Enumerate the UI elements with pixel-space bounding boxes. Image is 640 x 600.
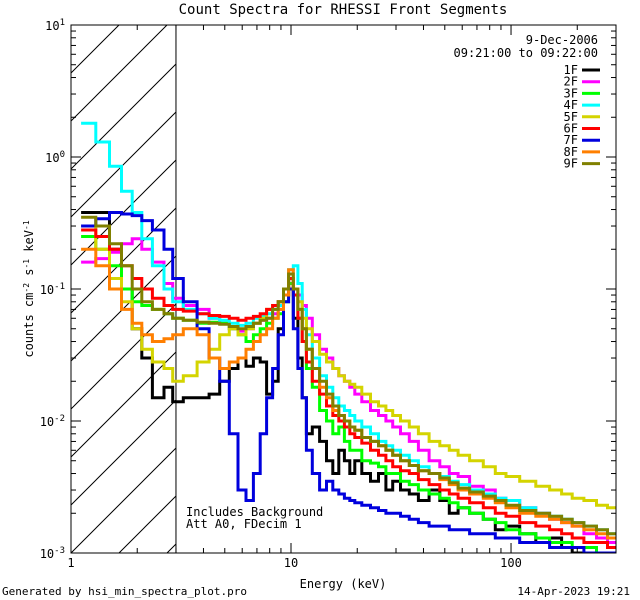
- y-axis: 10-3 10-2 10-1 100 101: [40, 18, 616, 561]
- legend-time-range: 09:21:00 to 09:22:00: [454, 46, 599, 60]
- legend-label-8F: 8F: [564, 145, 578, 159]
- y-tick-label: 101: [45, 18, 65, 33]
- legend-label-1F: 1F: [564, 63, 578, 77]
- x-axis: 1 10 100: [67, 25, 617, 570]
- legend-label-4F: 4F: [564, 98, 578, 112]
- annotation-background: Includes Background: [186, 505, 323, 519]
- x-tick-label: 100: [500, 556, 522, 570]
- series-5F-line: [81, 224, 616, 510]
- y-tick-label: 10-2: [40, 414, 65, 429]
- legend-label-5F: 5F: [564, 110, 578, 124]
- series-9F-line: [81, 215, 616, 536]
- footer-timestamp: 14-Apr-2023 19:21: [517, 585, 630, 598]
- legend-label-6F: 6F: [564, 122, 578, 136]
- legend-label-7F: 7F: [564, 133, 578, 147]
- y-tick-label: 100: [45, 150, 65, 165]
- legend-label-9F: 9F: [564, 157, 578, 171]
- annotation-attenuator: Att A0, FDecim 1: [186, 517, 302, 531]
- series-group: [81, 121, 616, 553]
- chart-title: Count Spectra for RHESSI Front Segments: [179, 2, 508, 18]
- x-axis-label: Energy (keV): [300, 577, 387, 591]
- y-tick-label: 10-3: [40, 546, 65, 561]
- y-axis-label: counts cm-2 s-1 keV-1: [22, 220, 37, 357]
- series-7F-line: [81, 211, 616, 553]
- legend: 9-Dec-2006 09:21:00 to 09:22:00 1F2F3F4F…: [454, 33, 600, 171]
- x-tick-label: 10: [284, 556, 298, 570]
- legend-date: 9-Dec-2006: [526, 33, 598, 47]
- y-tick-label: 10-1: [40, 282, 65, 297]
- x-tick-label: 1: [67, 556, 74, 570]
- legend-label-2F: 2F: [564, 75, 578, 89]
- legend-label-3F: 3F: [564, 86, 578, 100]
- footer-generated-by: Generated by hsi_min_spectra_plot.pro: [2, 585, 247, 598]
